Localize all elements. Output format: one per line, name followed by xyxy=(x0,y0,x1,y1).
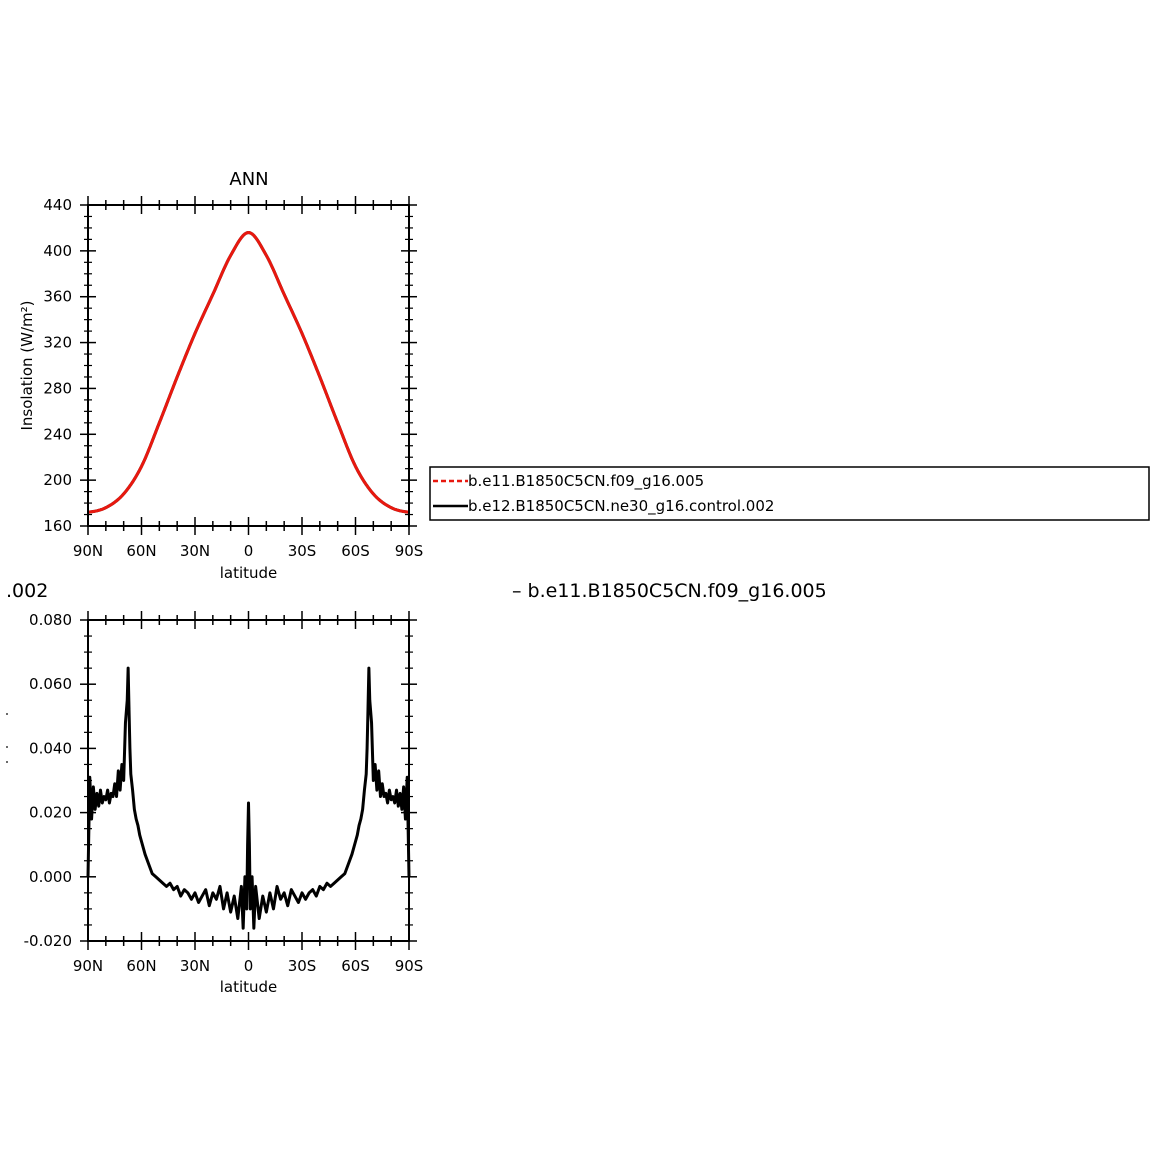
top-y-axis-title: Insolation (W/m²) xyxy=(18,301,36,431)
y-tick-label: 0.060 xyxy=(29,675,72,693)
x-tick-label: 0 xyxy=(244,957,254,975)
x-tick-label: 90N xyxy=(73,957,103,975)
y-tick-label: 240 xyxy=(43,425,72,443)
x-tick-label: 60S xyxy=(341,957,370,975)
x-tick-label: 90S xyxy=(395,957,424,975)
y-tick-label: 0.000 xyxy=(29,868,72,886)
bottom-series-group xyxy=(86,666,411,930)
y-tick-label: 360 xyxy=(43,288,72,306)
y-tick-label: 0.020 xyxy=(29,804,72,822)
cropped-mark xyxy=(6,746,8,748)
panel-title: ANN xyxy=(229,169,268,190)
top-series-group xyxy=(87,231,410,514)
bottom-legend-text: – b.e11.B1850C5CN.f09_g16.005 xyxy=(512,580,827,602)
bottom-plot-frame xyxy=(87,619,410,942)
x-tick-label: 60N xyxy=(126,542,156,560)
difference-panel: .002 – b.e11.B1850C5CN.f09_g16.005 90N 60… xyxy=(6,580,827,996)
y-tick-label: 200 xyxy=(43,471,72,489)
x-tick-label: 30N xyxy=(180,957,210,975)
cropped-mark xyxy=(6,761,8,763)
x-tick-label: 30N xyxy=(180,542,210,560)
y-tick-label: 400 xyxy=(43,242,72,260)
bottom-x-axis-title: latitude xyxy=(220,978,278,996)
x-tick-label: 60N xyxy=(126,957,156,975)
y-tick-label: 280 xyxy=(43,379,72,397)
series-line xyxy=(87,231,410,514)
series-line xyxy=(86,666,411,930)
legend: b.e11.B1850C5CN.f09_g16.005 b.e12.B1850C… xyxy=(429,466,1150,521)
insolation-panel: ANN 90N 60N 30N 0 30S 60S 90S 160 200 240 280 320 36… xyxy=(18,169,423,582)
x-tick-label: 90S xyxy=(395,542,424,560)
top-axis-ticks: 90N 60N 30N 0 30S 60S 90S 160 200 240 280 320 360 400… xyxy=(43,196,423,560)
x-tick-label: 60S xyxy=(341,542,370,560)
y-tick-label: 320 xyxy=(43,334,72,352)
legend-box xyxy=(429,466,1150,521)
series-line xyxy=(87,231,410,514)
cropped-mark xyxy=(6,713,8,715)
legend-label-series-2: b.e12.B1850C5CN.ne30_g16.control.002 xyxy=(468,497,774,516)
x-tick-label: 90N xyxy=(73,542,103,560)
x-tick-label: 0 xyxy=(244,542,254,560)
x-tick-label: 30S xyxy=(288,542,317,560)
y-tick-label: 0.040 xyxy=(29,739,72,757)
y-tick-label: 0.080 xyxy=(29,611,72,629)
bottom-partial-title: .002 xyxy=(6,580,48,602)
top-plot-frame xyxy=(87,204,410,527)
x-tick-label: 30S xyxy=(288,957,317,975)
top-x-axis-title: latitude xyxy=(220,564,278,582)
y-tick-label: 160 xyxy=(43,517,72,535)
y-tick-label: -0.020 xyxy=(24,932,72,950)
y-tick-label: 440 xyxy=(43,196,72,214)
legend-label-series-1: b.e11.B1850C5CN.f09_g16.005 xyxy=(468,472,704,491)
